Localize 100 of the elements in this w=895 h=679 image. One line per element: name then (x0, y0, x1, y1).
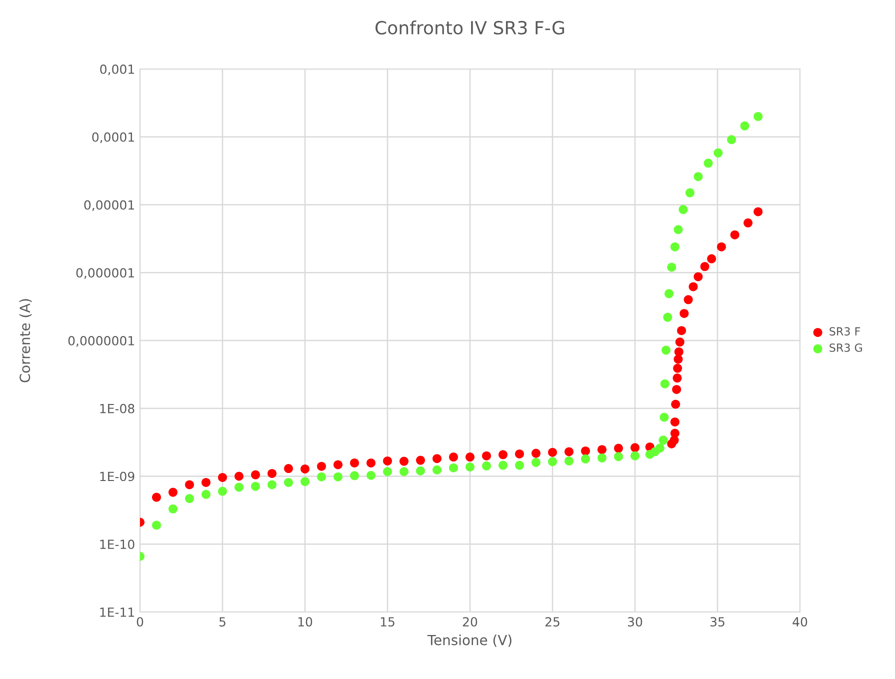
point (400, 456, 408, 466)
y-tick-label: 1E-10 (100, 540, 134, 550)
point (662, 346, 671, 355)
point (727, 135, 736, 144)
chart-title: Confronto IV SR3 F-G (376, 20, 564, 35)
point (350, 471, 359, 480)
x-tick-label: 35 (710, 617, 724, 627)
y-tick-label: 0,0001 (92, 132, 134, 144)
point (700, 262, 710, 272)
point (202, 478, 210, 487)
point (317, 472, 326, 482)
point (674, 347, 684, 356)
point (678, 205, 688, 214)
point (581, 446, 590, 456)
point (548, 448, 557, 457)
point (251, 482, 260, 491)
point (300, 477, 310, 486)
point (714, 148, 723, 158)
point (663, 312, 672, 322)
point (366, 458, 376, 468)
point (564, 456, 574, 466)
point (268, 468, 276, 478)
point (581, 454, 590, 464)
point (383, 467, 392, 476)
point (268, 480, 276, 490)
point (202, 490, 210, 499)
point (684, 295, 693, 304)
point (532, 448, 540, 458)
point (744, 218, 753, 228)
point (658, 436, 668, 445)
point (598, 445, 606, 454)
y-tick-label: 1E-09 (100, 472, 134, 482)
point (152, 492, 161, 502)
point (383, 456, 392, 466)
point (660, 379, 670, 388)
y-tick-label: 0,000001 (76, 268, 134, 279)
point (655, 444, 664, 453)
point (730, 230, 740, 240)
x-tick-label: 5 (219, 617, 226, 627)
point (674, 225, 683, 234)
point (677, 326, 686, 336)
point (334, 472, 342, 482)
point (416, 466, 425, 476)
point (515, 449, 524, 458)
point (630, 443, 640, 452)
point (449, 452, 458, 462)
point (251, 470, 260, 480)
legend-label: SR3 F (830, 327, 860, 336)
point (284, 478, 293, 487)
point (532, 458, 540, 467)
y-tick-label: 0,001 (100, 64, 134, 76)
point (754, 112, 763, 121)
point (672, 384, 682, 394)
point (466, 462, 474, 472)
point (664, 289, 674, 298)
point (185, 494, 194, 504)
point (218, 486, 227, 496)
point (152, 520, 161, 530)
point (482, 451, 491, 460)
point (449, 463, 458, 472)
point (707, 254, 716, 264)
point (234, 482, 244, 492)
point (704, 158, 713, 168)
x-tick-label: 20 (462, 617, 478, 627)
point (670, 242, 680, 252)
point (670, 417, 680, 426)
y-tick-label: 1E-11 (100, 608, 134, 617)
point (350, 458, 359, 468)
point (614, 444, 623, 453)
point (400, 467, 408, 476)
x-axis-title: Tensione (V) (427, 634, 512, 647)
x-tick-label: 15 (380, 617, 394, 627)
point (685, 188, 694, 198)
point (694, 272, 703, 282)
point (515, 460, 524, 470)
point (432, 454, 442, 464)
point (218, 472, 227, 482)
point (498, 450, 508, 460)
point (317, 462, 326, 471)
x-tick-label: 25 (545, 617, 560, 627)
point (432, 465, 442, 474)
y-tick-label: 1E-08 (100, 404, 134, 414)
point (660, 412, 669, 422)
x-tick-label: 10 (298, 617, 312, 627)
point (168, 488, 178, 497)
point (300, 464, 310, 474)
point (671, 400, 680, 409)
y-axis-title: Corrente (A) (19, 299, 32, 382)
point (234, 472, 244, 481)
point (670, 428, 680, 438)
point (630, 451, 640, 460)
point (688, 282, 698, 292)
point (754, 207, 763, 216)
point (498, 460, 508, 470)
point (680, 308, 689, 318)
y-tick-label: 0,0000001 (68, 336, 134, 347)
point (672, 374, 682, 383)
x-tick-label: 40 (792, 617, 808, 627)
point (614, 452, 623, 462)
point (667, 262, 676, 272)
